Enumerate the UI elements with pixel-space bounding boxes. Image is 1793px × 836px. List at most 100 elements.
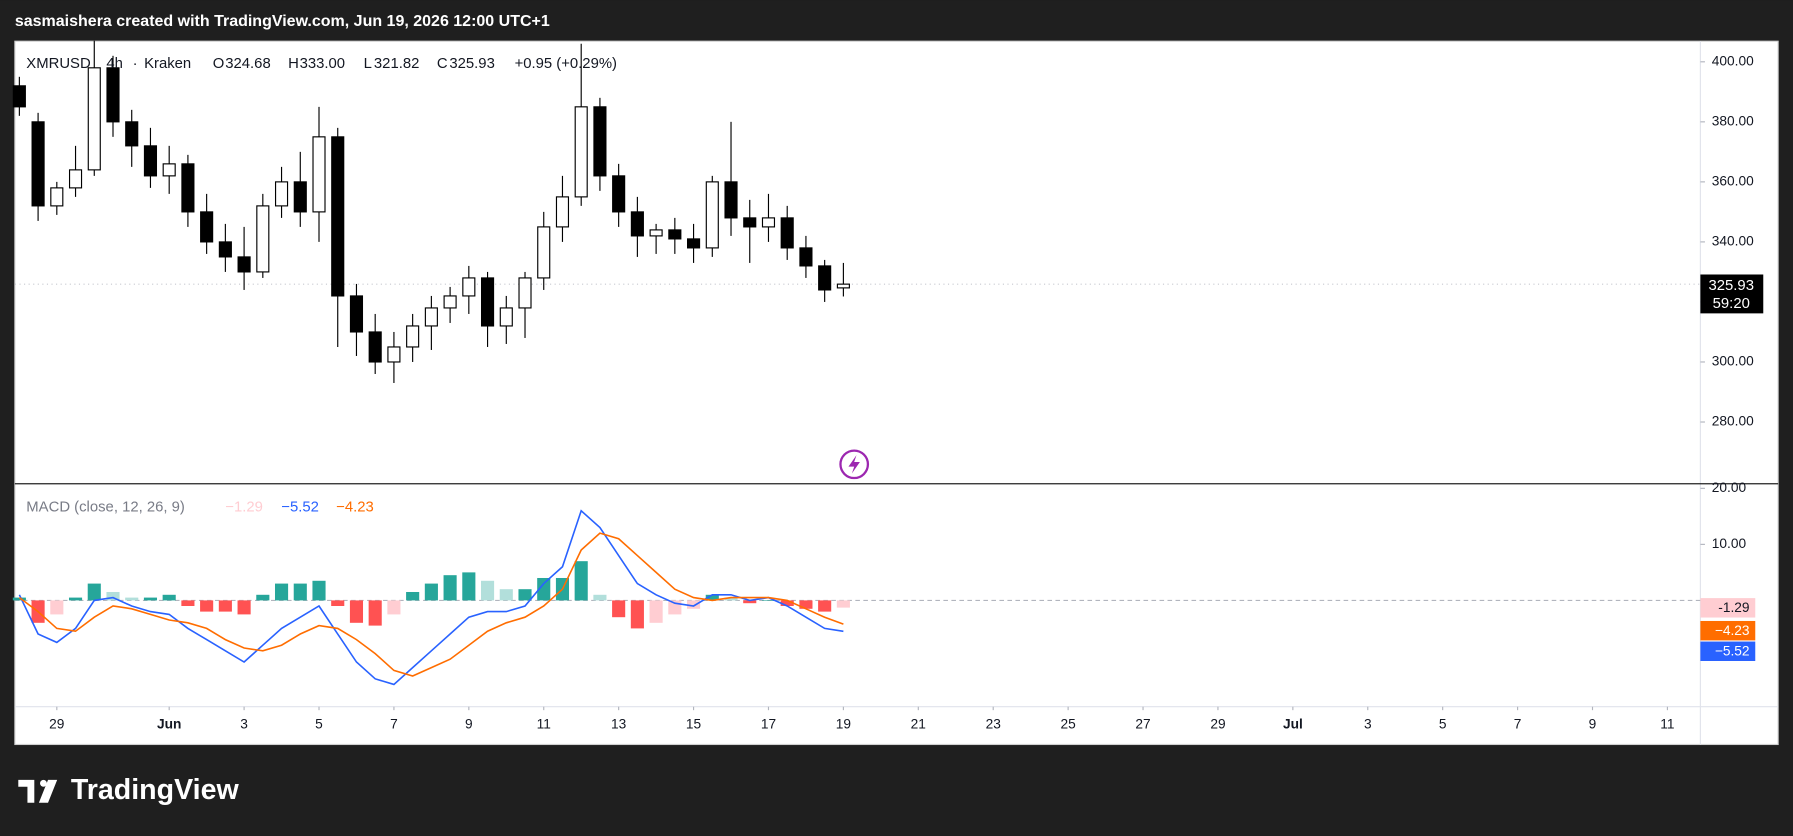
candle-body: [349, 295, 364, 333]
histogram-bar: [12, 597, 26, 601]
macd-title: MACD (close, 12, 26, 9): [26, 500, 185, 516]
candle-body: [387, 346, 401, 363]
y-tick-label: 20.00: [1712, 480, 1747, 495]
histogram-bar: [780, 600, 794, 606]
histogram-bar: [443, 575, 457, 601]
candle-body: [218, 241, 232, 258]
x-tick-label: 13: [611, 717, 627, 732]
candle-body: [836, 283, 850, 289]
candle-body: [68, 169, 83, 189]
x-tick-label: 3: [1364, 717, 1372, 732]
histogram-bar: [387, 600, 401, 615]
histogram-bar: [181, 600, 195, 606]
candle-body: [724, 181, 738, 219]
price-tag: [1700, 274, 1764, 314]
candle-body: [106, 67, 120, 123]
x-tick-label: 3: [240, 717, 248, 732]
candle-body: [574, 106, 588, 198]
candle-body: [761, 217, 776, 228]
macd-line-value: −5.52: [281, 500, 319, 516]
x-tick-label: 11: [537, 717, 551, 732]
candle-body: [256, 205, 270, 273]
candle-body: [312, 136, 326, 213]
legend-close: 325.93: [449, 56, 494, 72]
candle-body: [687, 238, 701, 249]
x-tick-label: 5: [1439, 717, 1447, 732]
histogram-bar: [218, 600, 232, 612]
histogram-bar: [293, 583, 307, 601]
x-tick-label: 9: [465, 717, 473, 732]
overlay: XMRUSD 4h · Kraken O 324.68 H 333.00 L 3…: [18, 56, 1764, 806]
histogram-bar: [593, 594, 607, 601]
x-tick-label: 15: [686, 717, 702, 732]
logo-mark: [18, 779, 58, 803]
candle-body: [537, 226, 551, 279]
candle-body: [555, 196, 570, 228]
histogram-bar: [143, 597, 158, 601]
x-tick-label: 19: [836, 717, 851, 732]
x-tick-label: 25: [1060, 717, 1076, 732]
candle-body: [480, 277, 495, 327]
macd-tag: [1700, 641, 1756, 661]
histogram-bar: [237, 600, 251, 615]
candle-body: [743, 217, 757, 228]
histogram-bar: [349, 600, 364, 623]
hist-tag: [1700, 598, 1756, 618]
candle-body: [780, 217, 794, 249]
event-icon[interactable]: [839, 449, 870, 480]
histogram-bar: [481, 580, 495, 601]
y-tick-label: 380.00: [1712, 113, 1754, 128]
legend-change: +0.95 (+0.29%): [515, 56, 617, 72]
symbol: XMRUSD: [26, 56, 91, 72]
histogram-bar: [256, 594, 270, 601]
logo-dot: [40, 779, 47, 787]
candle-body: [499, 307, 513, 327]
y-tick-label: 400.00: [1712, 53, 1754, 68]
histogram-bar: [818, 600, 832, 612]
legend-l: L: [364, 56, 372, 72]
legend-low: 321.82: [374, 56, 419, 72]
y-tick-label: 340.00: [1712, 234, 1754, 249]
chart-area: [14, 40, 1779, 746]
histogram-bar: [836, 600, 850, 608]
candle-body: [125, 121, 139, 147]
candle-body: [612, 175, 626, 213]
x-tick-label: 23: [986, 717, 1002, 732]
macd-line: [18, 532, 844, 677]
histogram-bar: [499, 589, 513, 601]
countdown: 59:20: [1713, 296, 1750, 312]
histogram-bar: [612, 600, 626, 618]
histogram-bar: [312, 580, 326, 601]
histogram-bar: [705, 594, 719, 601]
candle-body: [12, 85, 26, 108]
histogram-bar: [799, 600, 813, 609]
histogram-bar: [574, 561, 588, 601]
candle-body: [799, 247, 813, 267]
histogram-bar: [761, 600, 776, 601]
x-tick-label: Jun: [157, 717, 181, 732]
logo: TradingView: [18, 774, 239, 806]
candle-body: [50, 187, 64, 207]
histogram-bar: [649, 600, 663, 623]
x-tick-label: 27: [1135, 717, 1150, 732]
header: sasmaishera created with TradingView.com…: [15, 13, 550, 30]
x-tick-label: 11: [1660, 717, 1674, 732]
macd-tag-label: −5.52: [1715, 643, 1750, 658]
candle-body: [87, 67, 101, 171]
candle-body: [424, 307, 438, 327]
histogram-bar: [406, 591, 420, 601]
candle-body: [818, 265, 832, 291]
candle-body: [518, 277, 532, 309]
x-tick-label: 9: [1589, 717, 1597, 732]
macd-hist-value: −1.29: [225, 500, 263, 516]
legend-open: 324.68: [225, 56, 270, 72]
histogram-bar: [106, 591, 120, 601]
legend-h: H: [288, 56, 299, 72]
y-tick-label: 280.00: [1712, 414, 1754, 429]
candle-body: [200, 211, 214, 243]
histogram-bar: [200, 600, 214, 612]
histogram-bar: [50, 600, 64, 615]
histogram-bar: [687, 600, 701, 609]
candle-body: [143, 145, 158, 177]
